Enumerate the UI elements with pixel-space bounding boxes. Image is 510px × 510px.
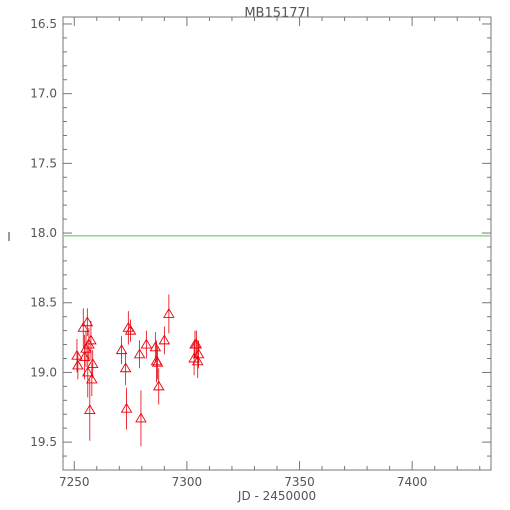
data-point-triangle bbox=[115, 344, 128, 355]
data-point-triangle bbox=[152, 380, 165, 391]
data-point-triangle bbox=[133, 348, 146, 359]
data-point-triangle bbox=[81, 316, 94, 327]
y-tick-label: 19.0 bbox=[30, 365, 57, 379]
plot-border bbox=[62, 16, 492, 471]
data-point-triangle bbox=[191, 355, 204, 366]
data-point-triangle bbox=[158, 334, 171, 345]
y-tick-label: 19.5 bbox=[30, 435, 57, 449]
data-point-triangle bbox=[119, 362, 132, 373]
data-point-triangle bbox=[120, 402, 133, 413]
x-tick-label: 7350 bbox=[284, 475, 315, 489]
data-points bbox=[71, 294, 205, 447]
y-tick-label: 17.0 bbox=[30, 87, 57, 101]
data-point-triangle bbox=[192, 348, 205, 359]
y-axis-label: I bbox=[7, 230, 11, 244]
data-point-triangle bbox=[151, 356, 164, 367]
y-tick-label: 18.0 bbox=[30, 226, 57, 240]
data-point-triangle bbox=[71, 349, 83, 360]
data-point-triangle bbox=[72, 359, 84, 370]
data-point-triangle bbox=[78, 351, 91, 362]
data-point-triangle bbox=[140, 338, 153, 349]
data-point-triangle bbox=[85, 334, 97, 345]
data-point-triangle bbox=[86, 358, 99, 369]
data-point-triangle bbox=[81, 366, 94, 377]
data-point-triangle bbox=[163, 308, 175, 318]
x-axis-label: JD - 2450000 bbox=[237, 489, 316, 503]
data-point-triangle bbox=[84, 404, 96, 415]
x-tick-label: 7300 bbox=[172, 475, 203, 489]
y-tick-label: 17.5 bbox=[30, 156, 57, 170]
data-point-triangle bbox=[77, 321, 90, 332]
data-point-triangle bbox=[86, 373, 98, 384]
x-tick-label: 7400 bbox=[397, 475, 428, 489]
y-tick-label: 16.5 bbox=[30, 17, 57, 31]
data-point-triangle bbox=[135, 412, 147, 423]
x-tick-label: 7250 bbox=[59, 475, 90, 489]
data-point-triangle bbox=[124, 324, 137, 335]
y-tick-label: 18.5 bbox=[30, 296, 57, 310]
axis-ticks bbox=[63, 17, 491, 471]
axis-tick-labels: 7250 7300 7350 7400 16.5 17.0 17.5 18.0 18.5 19.0… bbox=[30, 17, 427, 489]
plot-frame bbox=[62, 16, 492, 471]
